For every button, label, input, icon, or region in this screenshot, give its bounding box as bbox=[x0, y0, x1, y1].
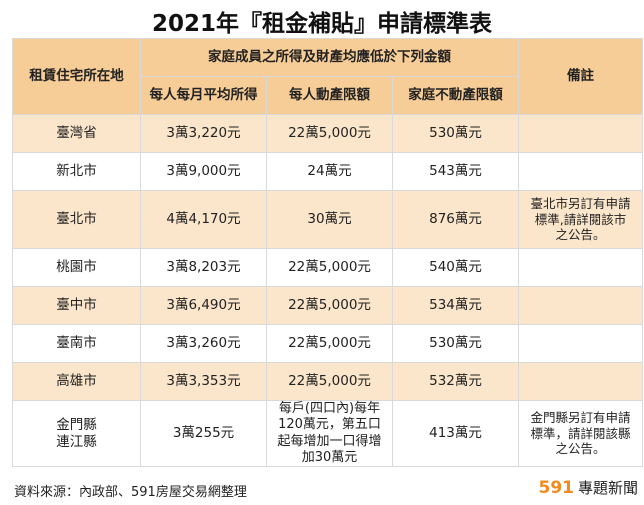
cell-movable: 24萬元 bbox=[266, 152, 393, 191]
cell-movable-line: 加30萬元 bbox=[301, 449, 358, 465]
cell-location-line: 臺中市 bbox=[56, 297, 97, 314]
header-location: 租賃住宅所在地 bbox=[12, 38, 141, 115]
cell-location-line: 新北市 bbox=[56, 163, 97, 180]
table-row: 桃園市 3萬8,203元 22萬5,000元 540萬元 bbox=[12, 248, 644, 287]
cell-notes bbox=[518, 248, 644, 287]
cell-location: 臺中市 bbox=[12, 286, 141, 325]
cell-real-estate: 543萬元 bbox=[391, 152, 520, 191]
cell-real-estate: 413萬元 bbox=[391, 400, 520, 467]
table-row: 臺南市 3萬3,260元 22萬5,000元 530萬元 bbox=[12, 324, 644, 363]
cell-notes: 金門縣另訂有申請 標準，請詳閱該縣 之公告。 bbox=[518, 400, 644, 467]
cell-movable: 22萬5,000元 bbox=[266, 248, 393, 287]
cell-movable: 22萬5,000元 bbox=[266, 362, 393, 401]
cell-income: 4萬4,170元 bbox=[140, 190, 267, 249]
cell-income: 3萬3,260元 bbox=[140, 324, 267, 363]
cell-movable: 22萬5,000元 bbox=[266, 324, 393, 363]
cell-notes-line: 標準,請詳閱該市 bbox=[534, 211, 627, 227]
cell-real-estate: 532萬元 bbox=[391, 362, 520, 401]
header-real-estate: 家庭不動產限額 bbox=[391, 76, 520, 115]
cell-income: 3萬255元 bbox=[140, 400, 267, 467]
cell-movable-line: 24萬元 bbox=[307, 163, 352, 180]
cell-location-line: 臺南市 bbox=[56, 335, 97, 352]
cell-income: 3萬9,000元 bbox=[140, 152, 267, 191]
cell-movable-line: 22萬5,000元 bbox=[288, 297, 371, 314]
header-group: 家庭成員之所得及財產均應低於下列金額 bbox=[139, 38, 520, 77]
header-notes: 備註 bbox=[518, 38, 644, 115]
cell-location: 桃園市 bbox=[12, 248, 141, 287]
cell-real-estate: 534萬元 bbox=[391, 286, 520, 325]
table-body: 臺灣省 3萬3,220元 22萬5,000元 530萬元 新北市 3萬9,000元 24萬元… bbox=[12, 114, 644, 467]
cell-location: 臺北市 bbox=[12, 190, 141, 249]
table-row: 臺灣省 3萬3,220元 22萬5,000元 530萬元 bbox=[12, 114, 644, 153]
cell-movable-line: 每戶(四口內)每年 bbox=[278, 401, 381, 416]
cell-location: 高雄市 bbox=[12, 362, 141, 401]
cell-movable-line: 22萬5,000元 bbox=[288, 335, 371, 352]
brand-number: 591 bbox=[538, 478, 574, 498]
cell-location: 金門縣 連江縣 bbox=[12, 400, 141, 467]
cell-notes bbox=[518, 114, 644, 153]
page-title: 2021年『租金補貼』申請標準表 bbox=[151, 11, 492, 37]
subsidy-table: 租賃住宅所在地 家庭成員之所得及財產均應低於下列金額 備註 每人每月平均所得 每… bbox=[12, 38, 644, 467]
table-row: 高雄市 3萬3,353元 22萬5,000元 532萬元 bbox=[12, 362, 644, 401]
cell-real-estate: 530萬元 bbox=[391, 114, 520, 153]
cell-notes bbox=[518, 324, 644, 363]
cell-movable: 每戶(四口內)每年 120萬元，第五口 起每增加一口得增 加30萬元 bbox=[266, 400, 393, 467]
cell-location-line: 臺灣省 bbox=[56, 125, 97, 142]
cell-location-line: 金門縣 bbox=[56, 416, 97, 433]
table-row: 臺北市 4萬4,170元 30萬元 876萬元 臺北市另訂有申請 標準,請詳閱該市 之公告。 bbox=[12, 190, 644, 249]
source-note: 資料來源：內政部、591房屋交易網整理 bbox=[14, 485, 247, 500]
cell-location: 臺南市 bbox=[12, 324, 141, 363]
header-movable: 每人動產限額 bbox=[266, 76, 393, 115]
cell-location: 新北市 bbox=[12, 152, 141, 191]
cell-notes bbox=[518, 152, 644, 191]
cell-movable-line: 22萬5,000元 bbox=[288, 373, 371, 390]
cell-movable-line: 120萬元，第五口 bbox=[278, 417, 381, 433]
cell-movable-line: 22萬5,000元 bbox=[288, 125, 371, 142]
cell-income: 3萬3,353元 bbox=[140, 362, 267, 401]
table-row: 金門縣 連江縣 3萬255元 每戶(四口內)每年 120萬元，第五口 起每增加一口得增 加3… bbox=[12, 400, 644, 467]
cell-income: 3萬6,490元 bbox=[140, 286, 267, 325]
cell-movable-line: 22萬5,000元 bbox=[288, 259, 371, 276]
cell-notes: 臺北市另訂有申請 標準,請詳閱該市 之公告。 bbox=[518, 190, 644, 249]
cell-real-estate: 876萬元 bbox=[391, 190, 520, 249]
cell-notes bbox=[518, 362, 644, 401]
cell-location: 臺灣省 bbox=[12, 114, 141, 153]
cell-movable: 22萬5,000元 bbox=[266, 286, 393, 325]
brand-text: 專題新聞 bbox=[577, 479, 638, 497]
cell-movable-line: 起每增加一口得增 bbox=[277, 433, 382, 449]
cell-movable-line: 30萬元 bbox=[307, 211, 352, 228]
header-income: 每人每月平均所得 bbox=[140, 76, 267, 115]
brand-logo: 591 專題新聞 bbox=[538, 477, 638, 498]
cell-real-estate: 540萬元 bbox=[391, 248, 520, 287]
cell-notes-line: 之公告。 bbox=[555, 227, 606, 243]
cell-notes-line: 之公告。 bbox=[555, 441, 606, 457]
cell-notes-line: 臺北市另訂有申請 bbox=[530, 196, 631, 212]
cell-movable: 30萬元 bbox=[266, 190, 393, 249]
cell-notes bbox=[518, 286, 644, 325]
cell-income: 3萬8,203元 bbox=[140, 248, 267, 287]
table-row: 新北市 3萬9,000元 24萬元 543萬元 bbox=[12, 152, 644, 191]
cell-movable: 22萬5,000元 bbox=[266, 114, 393, 153]
cell-notes-line: 金門縣另訂有申請 bbox=[530, 410, 631, 426]
cell-notes-line: 標準，請詳閱該縣 bbox=[530, 425, 631, 441]
table-row: 臺中市 3萬6,490元 22萬5,000元 534萬元 bbox=[12, 286, 644, 325]
cell-real-estate: 530萬元 bbox=[391, 324, 520, 363]
cell-location-line: 高雄市 bbox=[56, 373, 97, 390]
cell-location-line: 桃園市 bbox=[56, 259, 97, 276]
cell-location-line: 連江縣 bbox=[56, 433, 97, 450]
cell-income: 3萬3,220元 bbox=[140, 114, 267, 153]
cell-location-line: 臺北市 bbox=[56, 211, 97, 228]
